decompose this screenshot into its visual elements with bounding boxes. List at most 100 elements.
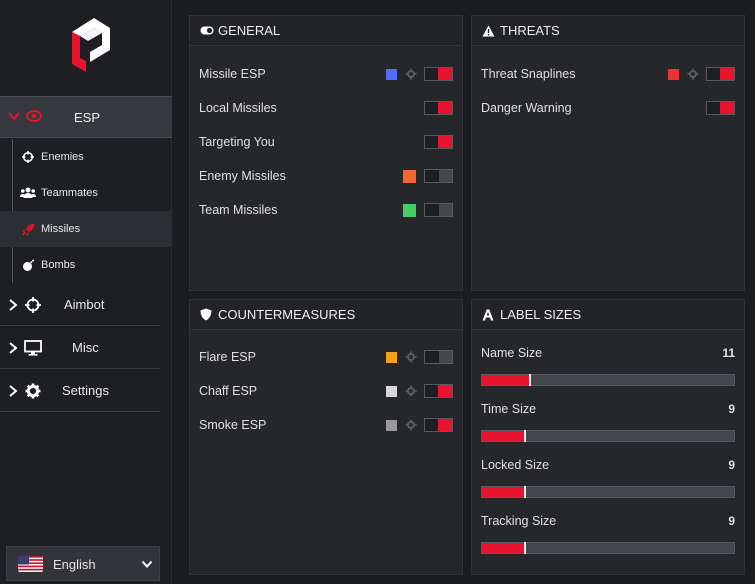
- slider-label: Tracking Size: [481, 514, 557, 528]
- gear-icon[interactable]: [405, 68, 417, 80]
- label-sizes-header: LABEL SIZES: [472, 300, 744, 330]
- warning-icon: [482, 25, 496, 37]
- row-label: Missile ESP: [199, 67, 266, 81]
- subnav-label: Teammates: [41, 187, 98, 199]
- nav-esp[interactable]: ESP: [0, 96, 172, 138]
- subnav-item-teammates[interactable]: Teammates: [0, 175, 172, 211]
- toggle-switch[interactable]: [424, 101, 453, 115]
- row-missile-esp: Missile ESP: [199, 64, 453, 84]
- slider-value: 9: [728, 458, 735, 472]
- tracking-size-slider[interactable]: [481, 542, 735, 554]
- toggle-switch[interactable]: [706, 67, 735, 81]
- slider-label-name-size: Name Size 11: [481, 346, 735, 362]
- color-swatch[interactable]: [668, 68, 679, 80]
- nav-misc-label: Misc: [72, 340, 99, 355]
- chevron-right-icon: [9, 385, 18, 397]
- row-team-missiles: Team Missiles: [199, 200, 453, 220]
- slider-thumb[interactable]: [524, 542, 526, 554]
- subnav-label: Bombs: [41, 259, 76, 271]
- toggle-switch[interactable]: [424, 203, 453, 217]
- toggle-switch[interactable]: [424, 384, 453, 398]
- esp-subnav: Enemies Teammates Missiles Bombs: [0, 139, 172, 283]
- row-chaff-esp: Chaff ESP: [199, 381, 453, 401]
- gear-icon: [25, 383, 41, 399]
- threats-panel: THREATS Threat Snaplines Danger Warning: [471, 15, 745, 291]
- subnav-label: Missiles: [41, 223, 81, 235]
- time-size-slider[interactable]: [481, 430, 735, 442]
- color-swatch[interactable]: [403, 169, 416, 183]
- monitor-icon: [24, 340, 42, 356]
- shield-icon: [200, 308, 214, 321]
- app-logo: [72, 18, 110, 72]
- slider-thumb[interactable]: [524, 486, 526, 498]
- nav-settings[interactable]: Settings: [0, 370, 160, 412]
- toggle-icon: [200, 25, 214, 37]
- slider-label-time-size: Time Size 9: [481, 402, 735, 418]
- row-threat-snaplines: Threat Snaplines: [481, 64, 735, 84]
- nav-misc[interactable]: Misc: [0, 327, 160, 369]
- row-smoke-esp: Smoke ESP: [199, 415, 453, 435]
- color-swatch[interactable]: [386, 385, 397, 397]
- crosshair-icon: [20, 150, 36, 164]
- gear-icon[interactable]: [405, 351, 417, 363]
- nav-esp-label: ESP: [74, 110, 101, 125]
- chevron-down-icon: [8, 112, 20, 121]
- toggle-switch[interactable]: [706, 101, 735, 115]
- slider-label-tracking-size: Tracking Size 9: [481, 514, 735, 530]
- rocket-icon: [20, 222, 36, 236]
- name-size-slider[interactable]: [481, 374, 735, 386]
- subnav-item-enemies[interactable]: Enemies: [0, 139, 172, 175]
- row-label: Team Missiles: [199, 203, 278, 217]
- locked-size-slider[interactable]: [481, 486, 735, 498]
- slider-thumb[interactable]: [524, 430, 526, 442]
- row-targeting-you: Targeting You: [199, 132, 453, 152]
- row-flare-esp: Flare ESP: [199, 347, 453, 367]
- chevron-right-icon: [9, 342, 18, 354]
- nav-settings-label: Settings: [62, 383, 109, 398]
- nav-aimbot[interactable]: Aimbot: [0, 284, 160, 326]
- color-swatch[interactable]: [386, 351, 397, 363]
- language-select[interactable]: English: [6, 546, 160, 581]
- toggle-switch[interactable]: [424, 169, 453, 183]
- color-swatch[interactable]: [403, 203, 416, 217]
- toggle-switch[interactable]: [424, 67, 453, 81]
- font-icon: [482, 309, 496, 321]
- color-swatch[interactable]: [386, 68, 397, 80]
- row-enemy-missiles: Enemy Missiles: [199, 166, 453, 186]
- label-sizes-title: LABEL SIZES: [500, 307, 582, 322]
- row-label: Danger Warning: [481, 101, 572, 115]
- gear-icon[interactable]: [405, 385, 417, 397]
- label-sizes-panel: LABEL SIZES Name Size 11 Time Size 9 Loc…: [471, 299, 745, 575]
- slider-label-locked-size: Locked Size 9: [481, 458, 735, 474]
- slider-thumb[interactable]: [529, 374, 531, 386]
- countermeasures-header: COUNTERMEASURES: [190, 300, 462, 330]
- row-label: Enemy Missiles: [199, 169, 286, 183]
- bomb-icon: [20, 258, 36, 272]
- threats-title: THREATS: [500, 23, 560, 38]
- row-label: Flare ESP: [199, 350, 256, 364]
- slider-label: Locked Size: [481, 458, 550, 472]
- row-label: Local Missiles: [199, 101, 277, 115]
- row-label: Targeting You: [199, 135, 275, 149]
- users-icon: [20, 186, 36, 200]
- countermeasures-title: COUNTERMEASURES: [218, 307, 356, 322]
- chevron-right-icon: [9, 299, 18, 311]
- general-panel: GENERAL Missile ESP Local Missiles Targe…: [189, 15, 463, 291]
- toggle-switch[interactable]: [424, 350, 453, 364]
- toggle-switch[interactable]: [424, 418, 453, 432]
- crosshair-icon: [25, 297, 41, 313]
- subnav-item-bombs[interactable]: Bombs: [0, 247, 172, 283]
- general-header: GENERAL: [190, 16, 462, 46]
- us-flag-icon: [18, 556, 43, 572]
- subnav-item-missiles[interactable]: Missiles: [0, 211, 172, 247]
- row-local-missiles: Local Missiles: [199, 98, 453, 118]
- gear-icon[interactable]: [405, 419, 417, 431]
- general-title: GENERAL: [218, 23, 281, 38]
- row-label: Smoke ESP: [199, 418, 267, 432]
- row-label: Threat Snaplines: [481, 67, 576, 81]
- color-swatch[interactable]: [386, 419, 397, 431]
- nav-aimbot-label: Aimbot: [64, 297, 105, 312]
- gear-icon[interactable]: [687, 68, 699, 80]
- toggle-switch[interactable]: [424, 135, 453, 149]
- chevron-down-icon: [141, 560, 153, 568]
